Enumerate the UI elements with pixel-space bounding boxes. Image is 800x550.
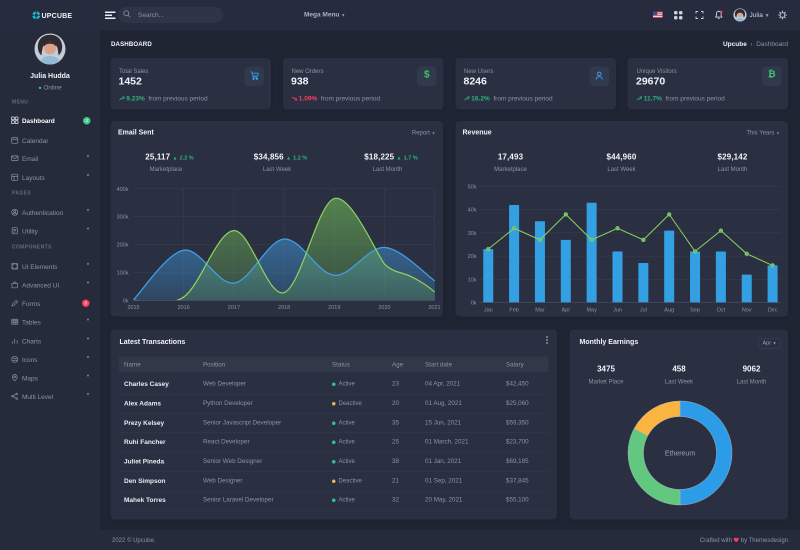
svg-text:2020: 2020 xyxy=(378,305,390,311)
svg-text:300k: 300k xyxy=(117,215,129,221)
svg-text:0k: 0k xyxy=(123,298,129,304)
svg-text:50k: 50k xyxy=(467,185,476,191)
svg-text:Jun: Jun xyxy=(613,308,622,314)
svg-text:2019: 2019 xyxy=(328,305,340,311)
svg-text:10k: 10k xyxy=(467,277,476,283)
svg-text:2017: 2017 xyxy=(228,305,240,311)
svg-text:Aug: Aug xyxy=(664,308,674,314)
svg-text:Mar: Mar xyxy=(535,308,545,314)
svg-text:Ethereum: Ethereum xyxy=(665,451,696,458)
svg-text:200k: 200k xyxy=(117,243,129,249)
svg-text:Nov: Nov xyxy=(742,308,752,314)
svg-text:Jan: Jan xyxy=(484,308,493,314)
svg-text:2016: 2016 xyxy=(178,305,190,311)
svg-text:Dec: Dec xyxy=(767,308,777,314)
svg-text:Feb: Feb xyxy=(509,308,518,314)
svg-text:Sep: Sep xyxy=(690,308,700,314)
svg-text:Apr: Apr xyxy=(561,308,570,314)
svg-text:Oct: Oct xyxy=(716,308,725,314)
svg-text:100k: 100k xyxy=(117,271,129,277)
svg-text:40k: 40k xyxy=(467,208,476,214)
svg-text:2021: 2021 xyxy=(428,305,440,311)
svg-text:Jul: Jul xyxy=(640,308,647,314)
svg-text:0k: 0k xyxy=(470,301,476,307)
svg-text:400k: 400k xyxy=(117,187,129,193)
svg-text:May: May xyxy=(586,308,597,314)
svg-text:20k: 20k xyxy=(467,254,476,260)
svg-text:2018: 2018 xyxy=(278,305,290,311)
svg-text:30k: 30k xyxy=(467,231,476,237)
svg-text:2015: 2015 xyxy=(127,305,139,311)
